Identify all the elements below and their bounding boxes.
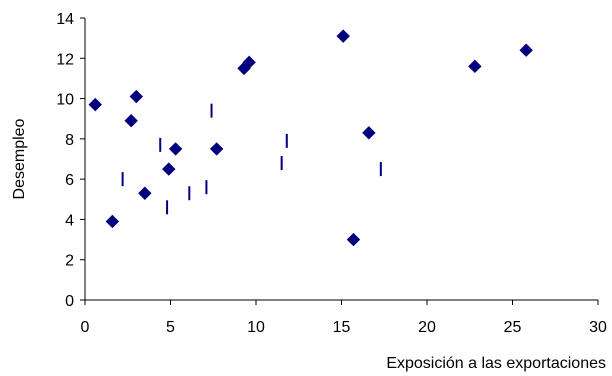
axes (84, 18, 598, 301)
diamond-point (162, 162, 176, 176)
diamond-point (124, 114, 138, 128)
y-tick-label: 10 (56, 92, 74, 109)
x-tick-label: 30 (589, 319, 607, 336)
dash-point (205, 180, 208, 195)
dash-point (188, 186, 191, 201)
dash-point (285, 133, 288, 148)
diamond-point (168, 142, 183, 156)
dash-point (280, 156, 283, 171)
dash-point (166, 200, 169, 215)
x-tick-label: 25 (504, 319, 522, 336)
y-tick-label: 12 (56, 51, 74, 68)
x-tick-label: 10 (247, 319, 265, 336)
x-tick-label: 20 (418, 319, 436, 336)
dash-point (379, 162, 382, 177)
data-points (88, 29, 533, 247)
diamond-point (519, 43, 533, 57)
dash-point (159, 137, 162, 152)
y-axis-ticks: 0 2 4 6 8 10 12 14 (56, 11, 85, 310)
dash-point (210, 103, 213, 118)
y-tick-label: 0 (65, 293, 74, 310)
x-tick-label: 0 (81, 319, 90, 336)
diamond-point (468, 59, 482, 74)
diamond-point (242, 55, 256, 70)
y-axis-title: Desempleo (11, 118, 28, 199)
diamond-point (346, 232, 361, 247)
y-tick-label: 6 (65, 172, 74, 189)
diamond-point (336, 29, 350, 43)
y-tick-label: 14 (56, 11, 74, 28)
diamond-point (138, 186, 152, 200)
y-tick-label: 8 (65, 132, 74, 149)
x-tick-label: 15 (333, 319, 351, 336)
x-tick-label: 5 (166, 319, 175, 336)
diamond-point (209, 142, 224, 156)
diamond-point (362, 126, 376, 140)
diamond-point (105, 214, 120, 229)
y-tick-label: 2 (65, 253, 74, 270)
x-axis-ticks: 0 5 10 15 20 25 30 (81, 300, 607, 336)
diamond-point (129, 89, 144, 104)
dash-point (121, 172, 124, 187)
x-axis-title: Exposición a las exportaciones (386, 355, 606, 372)
diamond-point (88, 97, 102, 112)
y-tick-label: 4 (65, 212, 74, 229)
